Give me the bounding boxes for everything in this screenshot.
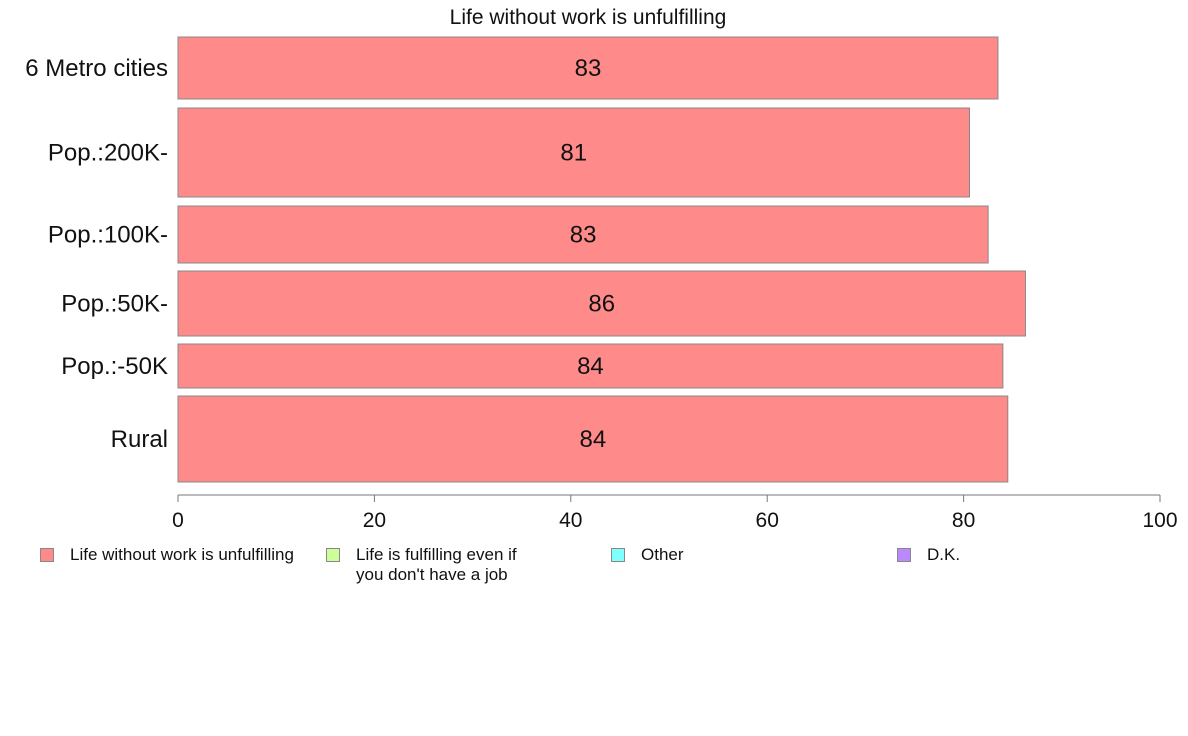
chart-plot: Life without work is unfulfilling 6 Metr…: [25, 6, 1177, 532]
data-label: 81: [560, 140, 587, 167]
x-tick-label: 100: [1142, 509, 1177, 532]
x-tick-label: 0: [172, 509, 184, 532]
legend-swatch: [897, 548, 911, 562]
data-label: 83: [575, 55, 602, 82]
category-label: Pop.:-50K: [61, 353, 168, 380]
legend-label: Life is fulfilling even if you don't hav…: [356, 545, 517, 584]
bar: [177, 270, 1026, 337]
chart-legend: Life without work is unfulfilling Life is…: [0, 545, 1188, 605]
legend-item: Life is fulfilling even if you don't hav…: [326, 545, 517, 585]
legend-item: D.K.: [897, 545, 960, 565]
category-label: Pop.:100K-: [48, 222, 168, 249]
legend-swatch: [611, 548, 625, 562]
bar: [177, 205, 989, 264]
legend-swatch: [40, 548, 54, 562]
x-tick-label: 80: [952, 509, 975, 532]
data-label: 86: [588, 291, 615, 318]
data-label: 84: [580, 426, 607, 453]
data-label: 84: [577, 353, 604, 380]
x-tick-label: 60: [756, 509, 779, 532]
bar: [177, 395, 1009, 483]
category-label: Rural: [111, 426, 168, 453]
legend-swatch: [326, 548, 340, 562]
category-label: Pop.:50K-: [61, 291, 168, 318]
x-tick-label: 40: [559, 509, 582, 532]
category-label: Pop.:200K-: [48, 140, 168, 167]
chart-title: Life without work is unfulfilling: [450, 6, 727, 29]
bar: [177, 107, 970, 198]
x-tick-label: 20: [363, 509, 386, 532]
legend-label: Life without work is unfulfilling: [70, 545, 294, 564]
bar: [177, 36, 999, 100]
category-label: 6 Metro cities: [25, 55, 168, 82]
legend-label: Other: [641, 545, 684, 564]
legend-item: Life without work is unfulfilling: [40, 545, 294, 565]
data-label: 83: [570, 222, 597, 249]
bar: [177, 343, 1004, 389]
legend-label: D.K.: [927, 545, 961, 564]
legend-item: Other: [611, 545, 684, 565]
